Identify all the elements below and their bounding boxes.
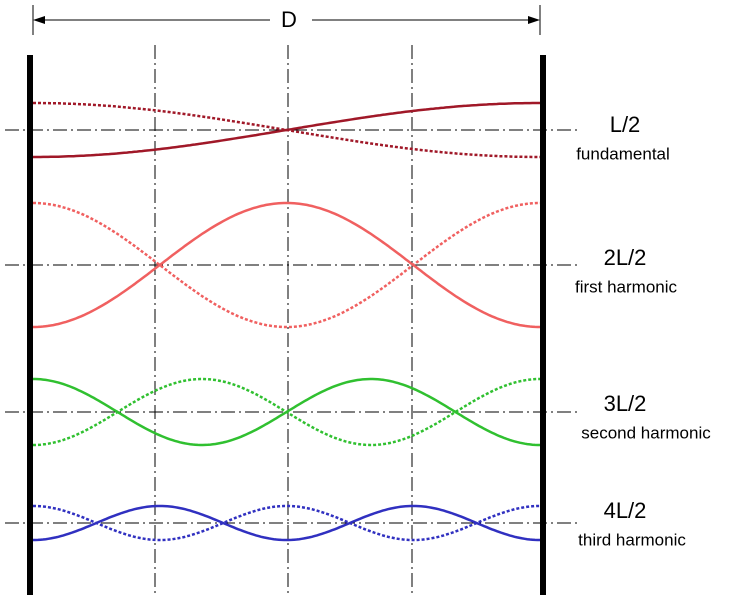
wave-reflected [33, 377, 540, 447]
wave [33, 504, 540, 542]
mode-name: third harmonic [578, 530, 686, 549]
mode-name: first harmonic [575, 277, 678, 296]
arrow-head [528, 16, 540, 24]
arrow-head [33, 16, 45, 24]
mode-length: 2L/2 [604, 245, 647, 270]
wave [33, 201, 540, 329]
mode-name: fundamental [576, 144, 670, 163]
mode-length: 4L/2 [604, 498, 647, 523]
mode-name: second harmonic [581, 423, 711, 442]
mode-length: L/2 [610, 112, 641, 137]
dimension-label: D [281, 7, 297, 32]
wave-reflected [33, 201, 540, 329]
wave-reflected [33, 101, 540, 159]
mode-length: 3L/2 [604, 391, 647, 416]
